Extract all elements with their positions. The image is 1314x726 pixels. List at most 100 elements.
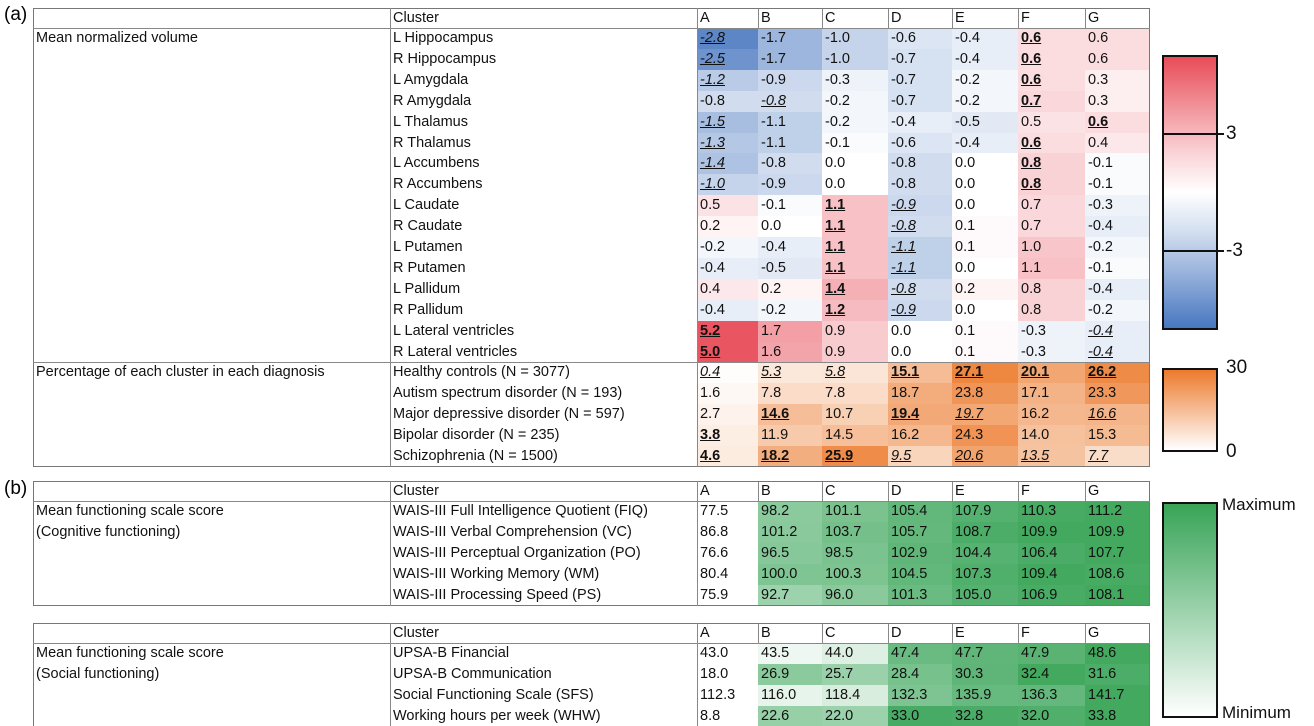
value-cell: 1.1 [1018, 257, 1085, 280]
colorbar-tick-label: -3 [1226, 240, 1243, 262]
value-cell: -0.8 [758, 90, 822, 113]
value-cell: -0.8 [888, 174, 952, 196]
value-cell: 107.3 [952, 563, 1018, 586]
value-cell: -0.2 [758, 299, 822, 322]
value-cell: 0.1 [952, 341, 1018, 363]
row-label: L Putamen [393, 239, 463, 255]
value-cell: 23.3 [1085, 383, 1150, 405]
value-cell: 101.1 [822, 501, 888, 523]
value-cell: 0.7 [1018, 195, 1085, 217]
value-cell: -1.0 [822, 48, 888, 71]
value-cell: 19.4 [888, 404, 952, 426]
rule [390, 481, 391, 606]
value-cell: 100.3 [822, 563, 888, 586]
value-cell: 0.0 [952, 153, 1018, 175]
value-cell: 0.6 [1018, 48, 1085, 71]
value-cell: 2.7 [697, 404, 758, 426]
value-cell: 0.6 [1018, 132, 1085, 154]
colorbar-label: Maximum [1222, 495, 1296, 514]
value-cell: 14.5 [822, 425, 888, 447]
value-cell: 18.0 [697, 663, 758, 686]
row-label: UPSA-B Financial [393, 645, 510, 661]
value-cell: 141.7 [1085, 684, 1150, 707]
value-cell: -0.4 [758, 237, 822, 259]
value-cell: -0.2 [822, 111, 888, 133]
value-cell: 0.0 [952, 174, 1018, 196]
value-cell: 20.1 [1018, 362, 1085, 384]
value-cell: -0.2 [1085, 299, 1150, 322]
header-cell: C [825, 10, 836, 26]
value-cell: 7.7 [1085, 446, 1150, 468]
value-cell: -0.8 [758, 153, 822, 175]
value-cell: -0.1 [1085, 153, 1150, 175]
row-label: R Hippocampus [393, 50, 497, 67]
value-cell: 47.7 [952, 643, 1018, 665]
value-cell: 25.9 [822, 446, 888, 468]
row-label: R Amygdala [393, 92, 472, 109]
header-cell: C [825, 625, 836, 641]
value-cell: 104.5 [888, 563, 952, 586]
colorbar [1162, 502, 1218, 718]
value-cell: 0.0 [952, 257, 1018, 280]
rule [1018, 481, 1019, 501]
value-cell: -1.2 [697, 69, 758, 92]
row-label: L Caudate [393, 197, 460, 214]
value-cell: 107.7 [1085, 542, 1150, 565]
value-cell: 76.6 [697, 542, 758, 565]
value-cell: 5.2 [697, 320, 758, 342]
value-cell: 1.0 [1018, 237, 1085, 259]
value-cell: 109.9 [1018, 521, 1085, 544]
group-label: (Cognitive functioning) [36, 523, 181, 540]
value-cell: -0.4 [952, 48, 1018, 71]
group-label: Mean functioning scale score [36, 645, 224, 661]
value-cell: 0.5 [697, 195, 758, 217]
rule [1085, 481, 1086, 501]
colorbar-tick [1162, 132, 1224, 135]
value-cell: 47.9 [1018, 643, 1085, 665]
row-label: L Amygdala [393, 71, 469, 88]
panel-label: (a) [4, 4, 28, 25]
rule [33, 501, 1150, 502]
value-cell: -0.4 [697, 257, 758, 280]
value-cell: -0.6 [888, 28, 952, 50]
value-cell: -0.9 [758, 174, 822, 196]
value-cell: 7.8 [822, 383, 888, 405]
group-label: Mean normalized volume [36, 30, 198, 46]
row-label: Social Functioning Scale (SFS) [393, 686, 594, 703]
value-cell: 92.7 [758, 584, 822, 606]
value-cell: 0.1 [952, 216, 1018, 238]
rule [758, 623, 759, 643]
value-cell: -0.4 [1085, 216, 1150, 238]
value-cell: 109.4 [1018, 563, 1085, 586]
value-cell: -0.5 [952, 111, 1018, 133]
value-cell: 98.5 [822, 542, 888, 565]
rule [822, 623, 823, 643]
value-cell: -0.1 [1085, 174, 1150, 196]
row-label: WAIS-III Perceptual Organization (PO) [393, 544, 641, 561]
value-cell: 47.4 [888, 643, 952, 665]
value-cell: 30.3 [952, 663, 1018, 686]
value-cell: 5.0 [697, 341, 758, 363]
value-cell: 18.2 [758, 446, 822, 468]
value-cell: 5.8 [822, 362, 888, 384]
value-cell: 17.1 [1018, 383, 1085, 405]
header-cell: Cluster [393, 483, 439, 499]
value-cell: 96.0 [822, 584, 888, 606]
header-cell: D [891, 483, 902, 499]
value-cell: 28.4 [888, 663, 952, 686]
value-cell: 1.4 [822, 278, 888, 301]
value-cell: 0.7 [1018, 90, 1085, 113]
value-cell: 22.0 [822, 705, 888, 726]
rule [390, 8, 391, 467]
colorbar-tick-label: 0 [1226, 441, 1237, 462]
value-cell: 31.6 [1085, 663, 1150, 686]
value-cell: 16.2 [888, 425, 952, 447]
rule [1018, 8, 1019, 28]
value-cell: -0.7 [888, 90, 952, 113]
value-cell: -0.7 [888, 69, 952, 92]
header-cell: D [891, 625, 902, 641]
colorbar-tick-label: 30 [1226, 357, 1248, 378]
value-cell: 1.7 [758, 320, 822, 342]
row-label: WAIS-III Working Memory (WM) [393, 565, 600, 582]
value-cell: 1.1 [822, 237, 888, 259]
